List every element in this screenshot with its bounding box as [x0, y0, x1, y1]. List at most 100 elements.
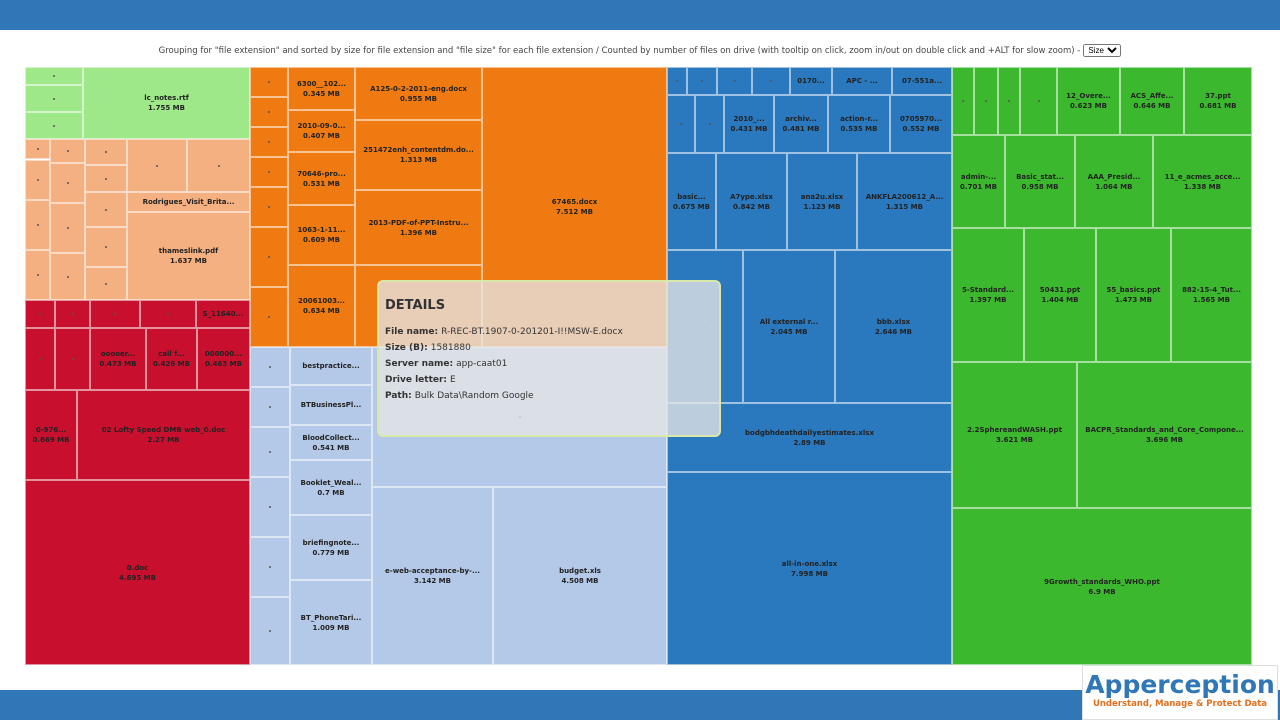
treemap-tile[interactable]: ANKFLA200612_A... 1.315 MB	[857, 153, 952, 250]
treemap-tile[interactable]: BACPR_Standards_and_Core_Compone... 3.696…	[1077, 362, 1252, 508]
treemap-tile[interactable]: All external r... 2.045 MB	[743, 250, 835, 403]
treemap-tile[interactable]: budget.xls 4.508 MB	[493, 487, 667, 665]
treemap-tile[interactable]: 5-Standard... 1.397 MB	[952, 228, 1024, 362]
treemap-tile[interactable]: AAA_Presid... 1.064 MB	[1075, 135, 1153, 228]
treemap-tile[interactable]: 37.ppt 0.681 MB	[1184, 67, 1252, 135]
treemap-tile[interactable]: action-r... 0.535 MB	[828, 95, 890, 153]
treemap-tile[interactable]: 07-551a...	[892, 67, 952, 95]
treemap-tile[interactable]: ana2u.xlsx 1.123 MB	[787, 153, 857, 250]
tile-size: 1.404 MB	[1041, 296, 1079, 304]
tile-label: e-web-acceptance-by-...	[385, 567, 480, 575]
treemap-tile[interactable]: S_11640...	[196, 300, 250, 328]
treemap-tile[interactable]: 2.2SphereandWASH.ppt 3.621 MB	[952, 362, 1077, 508]
tile-size: 4.695 MB	[119, 573, 156, 582]
tile-label: 0170...	[797, 77, 825, 85]
treemap-tile[interactable]: 2010_... 0.431 MB	[724, 95, 774, 153]
treemap-tile[interactable]: 2010-09-0... 0.407 MB	[288, 110, 355, 152]
treemap-tile[interactable]: 1063-1-11... 0.609 MB	[288, 205, 355, 265]
tile-size: 0.552 MB	[902, 125, 940, 133]
treemap-tile[interactable]: Basic_stat... 0.958 MB	[1005, 135, 1075, 228]
treemap-tile[interactable]: 55_basics.ppt 1.473 MB	[1096, 228, 1171, 362]
treemap-tile	[25, 250, 50, 300]
treemap-tile[interactable]: ACS_Affe... 0.646 MB	[1120, 67, 1184, 135]
tile-label: 0.doc	[126, 563, 149, 572]
tooltip-value: R-REC-BT.1907-0-201201-I!!MSW-E.docx	[441, 327, 623, 337]
treemap-tile	[90, 300, 140, 328]
treemap-tile[interactable]: A7ype.xlsx 0.842 MB	[716, 153, 787, 250]
sort-select[interactable]: Size	[1083, 44, 1122, 57]
tile-label: 6300__102...	[296, 79, 347, 88]
treemap-tile[interactable]: 11_e_acmes_acce... 1.338 MB	[1153, 135, 1252, 228]
treemap-tile[interactable]: ooooer... 0.473 MB	[90, 328, 146, 390]
treemap-tile[interactable]: 251472enh_contentdm.do... 1.313 MB	[355, 120, 482, 190]
treemap-tile	[250, 97, 288, 127]
treemap-tile	[127, 139, 187, 192]
tile-size: 0.681 MB	[1199, 102, 1237, 110]
tile-label: 251472enh_contentdm.do...	[363, 146, 474, 154]
treemap-tile[interactable]: call f... 0.426 MB	[146, 328, 197, 390]
treemap-tile[interactable]: 9Growth_standards_WHO.ppt 6.9 MB	[952, 508, 1252, 665]
treemap-tile[interactable]: admin-... 0.701 MB	[952, 135, 1005, 228]
treemap-tile[interactable]: 70646-pro... 0.531 MB	[288, 152, 355, 205]
treemap-tile[interactable]: 6300__102... 0.345 MB	[288, 67, 355, 110]
treemap-tile[interactable]: 0705970... 0.552 MB	[890, 95, 952, 153]
treemap-tile[interactable]: 000000... 0.463 MB	[197, 328, 250, 390]
tooltip-key: Path:	[385, 391, 412, 401]
treemap-tile	[25, 200, 50, 250]
treemap-tile[interactable]: Booklet_Weal... 0.7 MB	[290, 460, 372, 515]
treemap-tile[interactable]: 50431.ppt 1.404 MB	[1024, 228, 1096, 362]
treemap-tile	[250, 387, 290, 427]
tooltip: DETAILS File name: R-REC-BT.1907-0-201201…	[377, 280, 721, 437]
treemap-tile[interactable]: BTBusinessPl...	[290, 385, 372, 425]
treemap-tile[interactable]: 12_Overe... 0.623 MB	[1057, 67, 1120, 135]
tile-label: 9Growth_standards_WHO.ppt	[1044, 577, 1160, 586]
tile-label: S_11640...	[202, 310, 244, 318]
treemap-tile	[1020, 67, 1057, 135]
tile-size: 0.634 MB	[303, 307, 340, 315]
tooltip-value: app-caat01	[456, 359, 508, 369]
treemap-tile[interactable]: BloodCollect... 0.541 MB	[290, 425, 372, 460]
tile-label: 2013-PDF-of-PPT-Instru...	[368, 218, 469, 227]
treemap-tile[interactable]: 20061003... 0.634 MB	[288, 265, 355, 347]
tile-size: 1.064 MB	[1095, 182, 1133, 191]
treemap-tile[interactable]: Rodrigues_Visit_Brita...	[127, 192, 250, 212]
treemap-tile[interactable]: 882-15-4_Tut... 1.565 MB	[1171, 228, 1252, 362]
treemap-tile	[667, 95, 695, 153]
treemap-tile[interactable]: 2013-PDF-of-PPT-Instru... 1.396 MB	[355, 190, 482, 265]
treemap-tile[interactable]: 0.doc 4.695 MB	[25, 480, 250, 665]
treemap-tile[interactable]: e-web-acceptance-by-... 3.142 MB	[372, 487, 493, 665]
tile-size: 1.123 MB	[803, 202, 841, 211]
tile-label: 2.2SphereandWASH.ppt	[967, 426, 1062, 434]
treemap-tile	[50, 139, 85, 163]
treemap-tile	[250, 347, 290, 387]
tile-size: 0.531 MB	[303, 179, 340, 188]
treemap-tile[interactable]: 0170...	[790, 67, 832, 95]
tile-label: 0705970...	[899, 115, 943, 123]
treemap-tile	[25, 67, 83, 85]
treemap-tile[interactable]: 02 Lofty Speed DMB web_0.doc 2.27 MB	[77, 390, 250, 480]
tile-label: 1063-1-11...	[297, 226, 346, 234]
tile-label: 55_basics.ppt	[1106, 286, 1161, 294]
treemap-tile	[250, 67, 288, 97]
tile-size: 2.27 MB	[147, 436, 180, 444]
treemap-tile[interactable]: lc_notes.rtf 1.755 MB	[83, 67, 250, 139]
tile-size: 0.473 MB	[99, 360, 137, 368]
treemap-tile[interactable]: A125-0-2-2011-eng.docx 0.955 MB	[355, 67, 482, 120]
tile-label: bestpractice...	[302, 362, 360, 370]
treemap-tile[interactable]: thameslink.pdf 1.637 MB	[127, 212, 250, 300]
tile-label: lc_notes.rtf	[144, 94, 189, 102]
treemap-tile[interactable]: bbb.xlsx 2.646 MB	[835, 250, 952, 403]
treemap-tile[interactable]: bestpractice...	[290, 347, 372, 385]
tile-size: 0.541 MB	[312, 443, 350, 452]
treemap-tile[interactable]: BT_PhoneTari... 1.009 MB	[290, 580, 372, 665]
treemap-tile	[250, 187, 288, 227]
tile-label: 000000...	[204, 350, 243, 358]
treemap-tile[interactable]: basic... 0.675 MB	[667, 153, 716, 250]
treemap-tile[interactable]: archiv... 0.481 MB	[774, 95, 828, 153]
treemap-tile[interactable]: all-in-one.xlsx 7.998 MB	[667, 472, 952, 665]
treemap-tile[interactable]: briefingnote... 0.779 MB	[290, 515, 372, 580]
treemap-tile[interactable]: APC - ...	[832, 67, 892, 95]
treemap-tile[interactable]: 0-976... 0.669 MB	[25, 390, 77, 480]
tile-size: 2.045 MB	[770, 327, 808, 336]
treemap-tile	[55, 328, 90, 390]
